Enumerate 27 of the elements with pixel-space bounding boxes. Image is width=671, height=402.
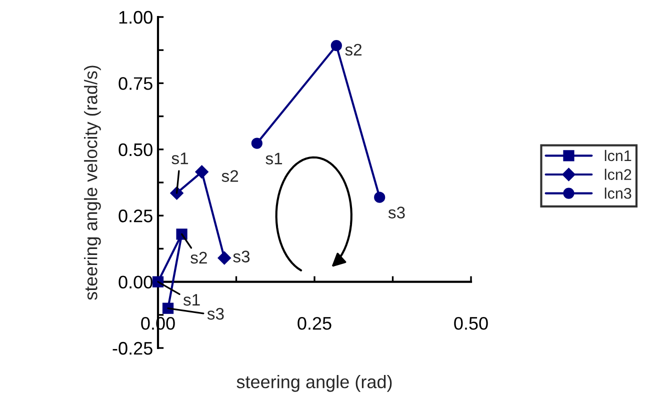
annotation: s1 (266, 152, 282, 164)
annotation: s1 (172, 152, 188, 164)
legend-label: lcn1 (604, 150, 632, 162)
point (218, 251, 231, 265)
annotation: s2 (345, 44, 362, 56)
point (251, 138, 262, 149)
legend-label: lcn2 (604, 168, 632, 180)
annotation: s2 (222, 170, 238, 182)
x-tick-label: 0.50 (454, 317, 488, 330)
y-tick-label: 0.75 (118, 77, 152, 90)
y-axis-title: steering angle velocity (rad/s) (84, 66, 101, 300)
y-tick-label: 0.25 (118, 210, 152, 222)
x-axis-title: steering angle (rad) (236, 375, 392, 392)
y-tick-label: 1.00 (119, 10, 152, 24)
x-tick-label: 0.25 (298, 317, 332, 330)
annotation: s3 (388, 206, 405, 218)
point (330, 40, 342, 52)
point (195, 165, 208, 178)
legend-label: lcn3 (604, 188, 632, 199)
annotation: s1 (183, 294, 200, 306)
y-tick-label: 0.50 (118, 143, 152, 156)
annotation: s3 (207, 308, 224, 320)
point (374, 192, 386, 203)
y-tick-label: -0.25 (112, 342, 152, 355)
annotation: s2 (190, 252, 207, 264)
annotation: s3 (233, 250, 250, 262)
y-tick-label: 0.00 (118, 276, 152, 289)
